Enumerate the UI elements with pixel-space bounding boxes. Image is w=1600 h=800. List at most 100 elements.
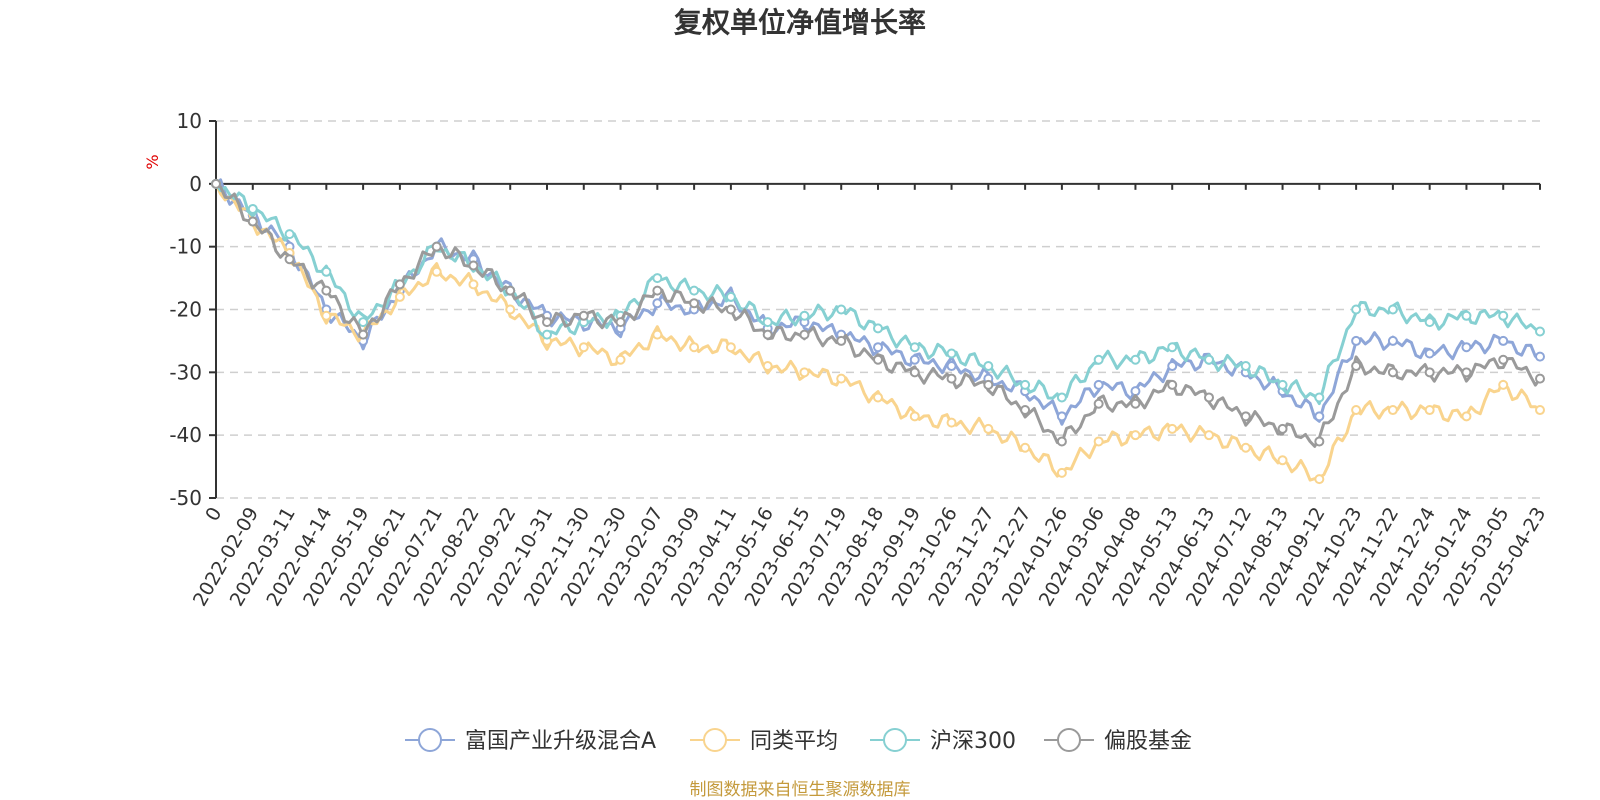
legend-label: 富国产业升级混合A [465,729,656,754]
data-point [762,329,773,340]
data-point [1204,354,1214,365]
data-point [1240,361,1251,372]
data-point [394,291,405,302]
y-tick-label: 0 [189,172,202,196]
data-point [1056,411,1067,422]
data-point [873,342,883,353]
data-point [725,291,736,302]
data-point [1130,398,1141,409]
legend-item-2[interactable]: 沪深300 [870,728,1016,754]
data-point [799,367,810,378]
data-point [1498,310,1509,321]
data-point [1424,367,1435,378]
y-axis-unit: % [143,154,162,169]
data-point [431,241,442,252]
data-point [1130,354,1141,365]
data-point [1167,379,1178,390]
data-point [873,354,883,365]
data-point [946,348,957,359]
data-point [836,373,847,384]
data-point [946,417,957,428]
data-point [1093,436,1104,447]
data-point [505,285,516,296]
data-point [468,279,479,290]
data-point [873,323,883,334]
legend-marker [883,728,907,752]
series-lines [211,178,1545,485]
data-point [1167,423,1178,434]
data-point [1167,342,1178,353]
data-point [1277,423,1288,434]
data-point [1277,455,1288,466]
data-point [247,216,258,227]
data-point [799,310,810,321]
data-point [1351,304,1362,315]
data-point [909,354,920,365]
data-point [946,373,957,384]
legend-label: 沪深300 [930,729,1016,754]
data-point [1093,379,1104,390]
data-point [1461,342,1472,353]
data-point [946,361,957,372]
data-point [358,317,369,328]
data-point [394,279,405,290]
y-tick-label: -30 [169,360,202,384]
source-note: 制图数据来自恒生聚源数据库 [690,780,911,800]
data-point [1130,430,1141,441]
data-point [1314,411,1325,422]
data-point [431,266,442,277]
legend-label: 同类平均 [750,729,838,754]
data-point [1387,335,1398,346]
data-point [1056,467,1067,478]
data-point [799,329,810,340]
y-tick-label: -10 [169,235,202,259]
data-point [1424,317,1435,328]
data-point [1130,386,1141,397]
data-point [358,329,369,340]
data-point [1204,392,1214,403]
legend-item-0[interactable]: 富国产业升级混合A [405,728,656,754]
data-point [1461,310,1472,321]
series-line [215,178,1541,426]
data-point [1093,398,1104,409]
data-point [652,285,663,296]
data-point [652,298,663,309]
data-point [321,310,332,321]
legend-item-1[interactable]: 同类平均 [690,728,838,754]
data-point [1498,335,1509,346]
data-point [762,361,773,372]
x-axis: 02022-02-092022-03-112022-04-142022-05-1… [189,182,1550,610]
legend-item-3[interactable]: 偏股基金 [1044,728,1192,754]
x-tick-label: 0 [201,504,226,525]
data-point [284,254,295,265]
data-point [836,304,847,315]
data-point [1535,326,1545,337]
data-point [1020,405,1031,416]
data-point [836,335,847,346]
legend-label: 偏股基金 [1104,729,1192,754]
data-point [1498,379,1509,390]
data-point [909,411,920,422]
y-tick-label: -50 [169,486,202,510]
data-point [468,260,479,271]
data-point [1535,405,1545,416]
data-point [1461,367,1472,378]
data-point [909,342,920,353]
data-point [762,317,773,328]
y-tick-label: -20 [169,298,202,322]
data-point [1056,436,1067,447]
data-point [983,379,994,390]
data-point [1204,430,1214,441]
data-point [1314,474,1325,485]
data-point [1351,335,1362,346]
data-point [247,203,258,214]
data-point [1020,442,1031,453]
data-point [652,273,663,284]
data-point [1240,411,1251,422]
data-point [284,229,295,240]
legend[interactable]: 富国产业升级混合A 同类平均 沪深300 偏股基金 [405,728,1192,754]
grid-lines [216,120,1540,499]
legend-marker [418,728,442,752]
data-point [542,317,552,328]
